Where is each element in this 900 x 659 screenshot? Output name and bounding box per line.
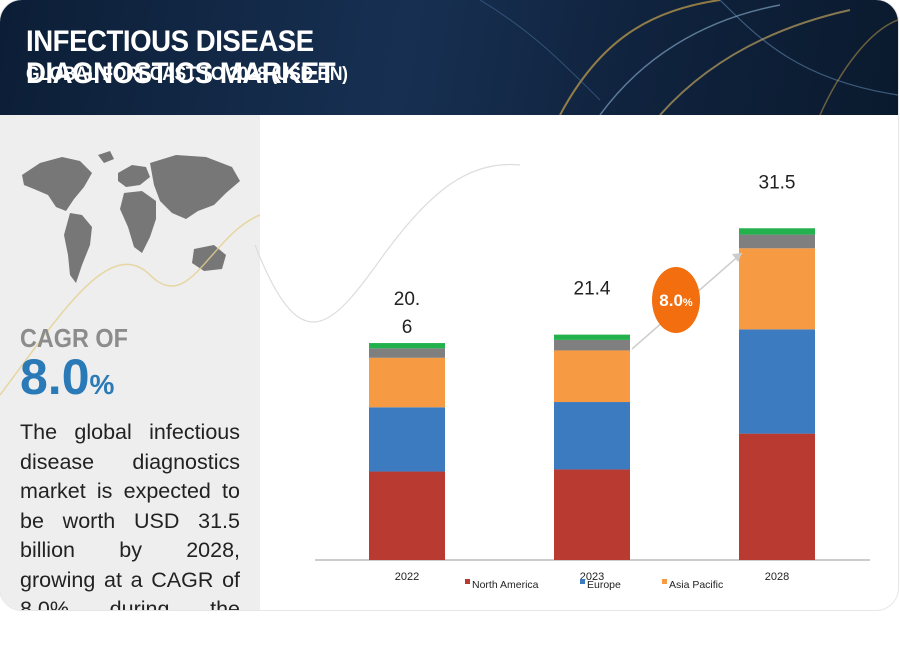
cagr-badge: 8.0% (631, 252, 743, 350)
chart-legend: North America Europe Asia Pacific (465, 579, 723, 591)
cagr-badge-circle (652, 267, 700, 333)
legend-label: North America (472, 579, 539, 591)
stacked-bar-chart: 2022 20. 6 2023 21.4 2028 31.5 8.0% North Amer… (254, 163, 870, 591)
description-text: The global infectious disease diagnostic… (20, 420, 240, 610)
bar-segment-europe-2023 (554, 402, 630, 470)
bar-segment-asia-pacific-2028 (739, 248, 815, 330)
cagr-badge-text: 8.0% (659, 291, 693, 310)
world-map-icon (22, 151, 240, 283)
bar-segment-series-5-2023 (554, 334, 630, 340)
legend-item-north-america: North America (465, 579, 539, 591)
legend-item-asia-pacific: Asia Pacific (662, 579, 723, 591)
bar-segment-north-america-2028 (739, 433, 815, 560)
legend-label: Asia Pacific (669, 579, 723, 591)
bar-total-label: 21.4 (574, 279, 611, 300)
bar-segment-series-4-2022 (369, 348, 445, 358)
page-title: INFECTIOUS DISEASE DIAGNOSTICS MARKET (26, 25, 336, 90)
decorative-curve (0, 214, 260, 396)
bar-segment-series-4-2023 (554, 339, 630, 351)
bar-segment-north-america-2023 (554, 469, 630, 560)
cagr-unit: % (89, 369, 115, 400)
bar-segment-europe-2022 (369, 407, 445, 472)
bar-segment-asia-pacific-2022 (369, 357, 445, 408)
infographic-card: INFECTIOUS DISEASE DIAGNOSTICS MARKET GL… (0, 0, 898, 610)
bar-segment-asia-pacific-2023 (554, 350, 630, 403)
legend-swatch (580, 579, 585, 584)
cagr-label: CAGR OF (20, 323, 128, 353)
bar-segment-europe-2028 (739, 329, 815, 434)
legend-item-europe: Europe (580, 579, 621, 591)
bar-total-label: 20. 6 (394, 289, 420, 338)
legend-label: Europe (587, 579, 621, 591)
banner-decoration (479, 0, 898, 115)
bar-segment-series-4-2028 (739, 234, 815, 249)
legend-swatch (662, 579, 667, 584)
header-banner: INFECTIOUS DISEASE DIAGNOSTICS MARKET GL… (0, 0, 898, 115)
summary-panel (0, 115, 260, 610)
bar-group: 2022 20. 6 2023 21.4 2028 31.5 (369, 172, 815, 583)
x-tick-label: 2028 (765, 571, 789, 583)
growth-arrowhead (732, 253, 742, 262)
decorative-curve-chart (254, 163, 521, 323)
cagr-value: 8.0% (20, 348, 114, 406)
bar-segment-north-america-2022 (369, 471, 445, 560)
bar-segment-series-5-2028 (739, 228, 815, 235)
x-tick-label: 2022 (395, 571, 419, 583)
x-tick-label: 2023 (580, 571, 604, 583)
bar-segment-series-5-2022 (369, 343, 445, 349)
bar-total-label: 31.5 (759, 172, 796, 193)
legend-swatch (465, 579, 470, 584)
cagr-number: 8.0 (20, 349, 90, 405)
page-subtitle: GLOBAL FORECAST TO 2028 (USD BN) (26, 64, 348, 85)
